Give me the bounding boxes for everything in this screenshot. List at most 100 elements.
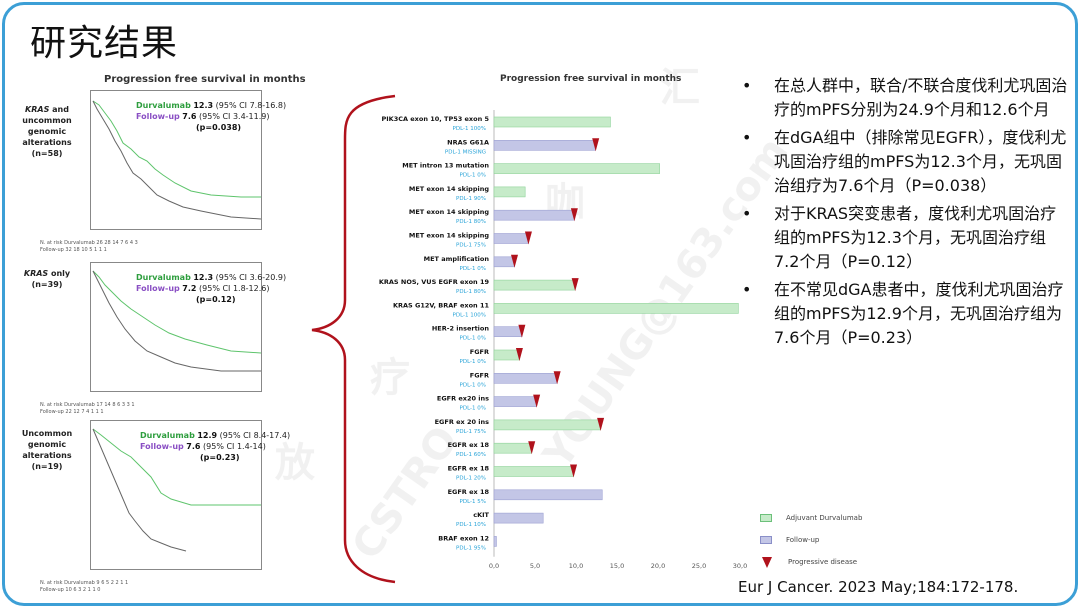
bar-followup bbox=[493, 372, 558, 384]
bar-category-label: FGFR bbox=[470, 371, 489, 379]
bar-pdl1-label: PDL-1 100% bbox=[453, 312, 486, 318]
bar-category-label: MET exon 14 skipping bbox=[409, 232, 489, 240]
legend-label: Adjuvant Durvalumab bbox=[786, 514, 863, 522]
bar-category-label: EGFR ex 20 ins bbox=[435, 418, 490, 426]
km-curve-followup bbox=[92, 270, 261, 372]
progressive-disease-marker bbox=[570, 208, 578, 222]
progressive-disease-marker bbox=[518, 324, 526, 338]
bar-category-label: EGFR ex20 ins bbox=[437, 395, 489, 403]
km-curve-durvalumab bbox=[92, 100, 261, 198]
legend-swatch-durvalumab bbox=[760, 514, 772, 522]
bar-pdl1-label: PDL-1 MISSING bbox=[445, 149, 486, 155]
bar-category-label: PIK3CA exon 10, TP53 exon 5 bbox=[381, 115, 489, 123]
bar-durvalumab bbox=[493, 349, 520, 361]
bar-category-label: BRAF exon 12 bbox=[438, 534, 489, 542]
bar-category-label: HER-2 insertion bbox=[432, 325, 490, 333]
bar-pdl1-label: PDL-1 80% bbox=[456, 219, 486, 225]
bar-pdl1-label: PDL-1 0% bbox=[460, 382, 486, 388]
bar-pdl1-label: PDL-1 0% bbox=[460, 359, 486, 365]
bracket bbox=[311, 94, 396, 584]
progressive-disease-marker bbox=[597, 417, 605, 431]
bar-pdl1-label: PDL-1 5% bbox=[460, 499, 486, 505]
km-curve-followup bbox=[92, 428, 187, 552]
bar-category-label: MET intron 13 mutation bbox=[402, 162, 489, 170]
bar-durvalumab bbox=[493, 163, 660, 174]
bar-pdl1-label: PDL-1 100% bbox=[453, 126, 486, 132]
km-legend: Durvalumab 12.3 (95% CI 7.8-16.8) Follow-… bbox=[136, 101, 287, 132]
bar-pdl1-label: PDL-1 0% bbox=[460, 266, 486, 272]
bar-followup bbox=[493, 396, 537, 407]
x-tick-label: 5,0 bbox=[530, 562, 540, 570]
bar-durvalumab bbox=[493, 279, 576, 291]
progressive-disease-marker bbox=[571, 278, 579, 292]
bar-followup bbox=[493, 256, 515, 268]
km-curve-durvalumab bbox=[92, 270, 262, 354]
bar-durvalumab bbox=[493, 466, 574, 477]
bar-followup bbox=[493, 233, 529, 244]
progressive-disease-marker bbox=[553, 371, 561, 385]
bar-followup bbox=[493, 512, 544, 524]
progressive-disease-marker bbox=[515, 348, 523, 361]
slide-title: 研究结果 bbox=[30, 23, 179, 64]
km-curve-durvalumab bbox=[92, 428, 261, 506]
km-panel-label: Uncommon genomic alterations (n=19) bbox=[21, 429, 73, 471]
bar-pdl1-label: PDL-1 0% bbox=[460, 406, 486, 412]
bar-followup bbox=[493, 489, 603, 501]
bar-pdl1-label: PDL-1 10% bbox=[456, 522, 486, 528]
progressive-disease-marker bbox=[511, 254, 518, 268]
progressive-disease-marker bbox=[528, 441, 536, 455]
bar-chart-title: Progression free survival in months bbox=[500, 74, 682, 84]
bar-durvalumab bbox=[493, 303, 739, 314]
km-legend: Durvalumab 12.3 (95% CI 3.6-20.9) Follow-… bbox=[136, 273, 287, 304]
bar-pdl1-label: PDL-1 75% bbox=[456, 243, 486, 249]
bar-durvalumab bbox=[493, 442, 533, 454]
bar-pdl1-label: PDL-1 20% bbox=[456, 476, 486, 482]
bar-pdl1-label: PDL-1 90% bbox=[456, 196, 486, 202]
km-panel-label: KRAS only (n=39) bbox=[23, 269, 71, 289]
bar-category-label: cKIT bbox=[473, 511, 489, 519]
km-plot bbox=[90, 420, 262, 570]
bar-pdl1-label: PDL-1 60% bbox=[456, 452, 486, 458]
bar-category-label: KRAS NOS, VUS EGFR exon 19 bbox=[379, 278, 490, 286]
km-risk-table: N. at risk Durvalumab 9 6 5 2 2 1 1 Foll… bbox=[40, 580, 129, 593]
bar-durvalumab bbox=[493, 116, 611, 128]
km-curve-followup bbox=[92, 100, 262, 220]
bar-pdl1-label: PDL-1 95% bbox=[456, 545, 486, 551]
bar-legend: Adjuvant Durvalumab Follow-up Progressiv… bbox=[760, 507, 862, 573]
progressive-disease-marker bbox=[533, 394, 541, 408]
bar-followup bbox=[493, 140, 596, 151]
progressive-disease-marker bbox=[524, 231, 532, 245]
legend-swatch-followup bbox=[760, 536, 772, 544]
reference: Eur J Cancer. 2023 May;184:172-178. bbox=[738, 578, 1019, 596]
bullet-item: 对于KRAS突变患者，度伐利尤巩固治疗组的mPFS为12.3个月，无巩固治疗组7… bbox=[740, 202, 1070, 274]
progressive-disease-marker bbox=[570, 464, 578, 478]
bar-category-label: MET exon 14 skipping bbox=[409, 185, 489, 193]
x-tick-label: 0,0 bbox=[489, 562, 499, 570]
bar-followup bbox=[493, 209, 575, 221]
km-legend: Durvalumab 12.9 (95% CI 8.4-17.4) Follow-… bbox=[140, 431, 291, 462]
x-tick-label: 15,0 bbox=[610, 562, 624, 570]
bar-pdl1-label: PDL-1 0% bbox=[460, 336, 486, 342]
x-tick-label: 25,0 bbox=[692, 562, 706, 570]
progressive-disease-icon bbox=[762, 556, 772, 568]
bar-pdl1-label: PDL-1 75% bbox=[456, 429, 486, 435]
km-panel-label: KRAS and uncommon genomic alterations (n=… bbox=[22, 105, 72, 158]
km-risk-table: N. at risk Durvalumab 26 28 14 7 6 4 3 F… bbox=[40, 240, 138, 253]
bullet-item: 在总人群中，联合/不联合度伐利尤巩固治疗的mPFS分别为24.9个月和12.6个… bbox=[740, 74, 1070, 122]
bullet-item: 在dGA组中（排除常见EGFR），度伐利尤巩固治疗组的mPFS为12.3个月，无… bbox=[740, 126, 1070, 198]
bar-category-label: EGFR ex 18 bbox=[448, 488, 490, 496]
x-tick-label: 30,0 bbox=[733, 562, 747, 570]
bar-category-label: MET exon 14 skipping bbox=[409, 208, 489, 216]
bar-durvalumab bbox=[493, 419, 601, 431]
bar-followup bbox=[493, 326, 523, 338]
progressive-disease-marker bbox=[592, 138, 600, 152]
bar-category-label: FGFR bbox=[470, 348, 489, 356]
bar-pdl1-label: PDL-1 80% bbox=[456, 289, 486, 295]
bar-category-label: NRAS G61A bbox=[447, 138, 489, 146]
km-risk-table: N. at risk Durvalumab 17 14 8 6 3 3 1 Fo… bbox=[40, 402, 135, 415]
legend-label: Follow-up bbox=[786, 536, 820, 544]
x-tick-label: 20,0 bbox=[651, 562, 665, 570]
km-plot bbox=[90, 262, 262, 392]
